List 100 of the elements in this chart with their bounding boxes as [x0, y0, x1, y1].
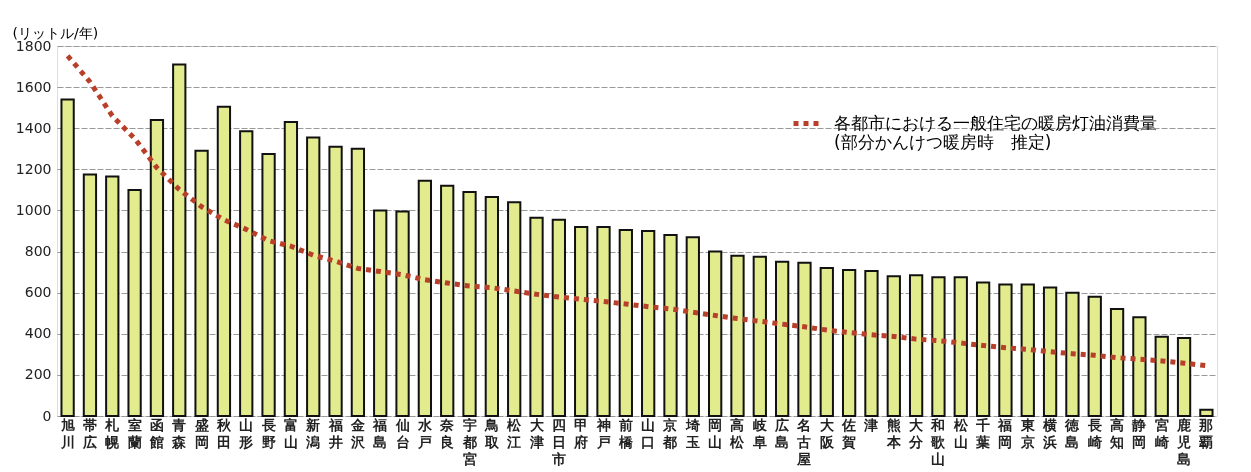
bar	[60, 98, 75, 417]
x-tick-label: 大分	[908, 416, 925, 450]
x-tick-label: 津	[863, 416, 879, 433]
bar	[529, 216, 544, 417]
bar	[775, 260, 790, 417]
x-tick-label: 宇都宮	[461, 416, 477, 467]
bar	[797, 261, 812, 417]
x-tick-label: 埼玉	[684, 416, 700, 450]
bar	[1132, 316, 1147, 417]
bar	[1042, 286, 1058, 417]
bar	[1020, 283, 1035, 417]
x-tick-label: 山口	[641, 416, 656, 450]
bar	[618, 228, 633, 417]
x-tick-label: 札幌	[104, 416, 121, 450]
x-tick-label: 大阪	[819, 416, 835, 450]
bar	[462, 190, 477, 417]
x-tick-label: 鹿児島	[1176, 416, 1192, 467]
bar	[708, 250, 723, 417]
bar	[841, 269, 857, 417]
bar	[417, 179, 433, 417]
bar	[663, 234, 678, 417]
bar	[507, 201, 522, 417]
y-tick-label: 1200	[15, 160, 52, 177]
bar	[440, 184, 455, 417]
x-tick-label: 岡山	[708, 416, 723, 450]
x-tick-label: 長崎	[1086, 416, 1102, 450]
bar	[484, 196, 499, 417]
x-tick-label: 福井	[327, 416, 343, 450]
bar	[641, 230, 656, 417]
y-axis-title: (リットル/年)	[12, 24, 99, 41]
x-tick-label: 松江	[506, 416, 523, 450]
bar	[283, 121, 299, 417]
bar	[752, 255, 767, 417]
x-tick-label: 長野	[260, 416, 276, 450]
x-tick-label: 前橋	[617, 416, 634, 450]
bar	[350, 147, 366, 417]
bar	[819, 267, 834, 417]
x-tick-label: 大津	[528, 416, 545, 450]
bar	[105, 175, 120, 417]
x-tick-label: 鳥取	[483, 416, 500, 450]
bar	[82, 173, 98, 417]
y-tick-label: 800	[24, 243, 52, 260]
x-tick-label: 東京	[1019, 416, 1036, 450]
bar	[931, 276, 946, 417]
bar	[373, 209, 388, 417]
x-tick-label: 旭川	[59, 416, 75, 450]
x-tick-label: 盛岡	[193, 416, 209, 450]
y-tick-label: 200	[24, 366, 52, 383]
y-tick-label: 400	[24, 325, 52, 342]
bar	[1176, 336, 1192, 417]
legend-label: 各都市における一般住宅の暖房灯油消費量 (部分かんけつ暖房時 推定)	[834, 112, 1157, 152]
x-tick-label: 名古屋	[796, 416, 812, 467]
x-tick-label: 福島	[372, 416, 388, 450]
bar	[908, 274, 924, 417]
bar	[574, 225, 589, 417]
bar	[730, 254, 745, 417]
bar	[194, 149, 209, 417]
x-tick-label: 函館	[148, 416, 164, 450]
bar	[685, 236, 700, 417]
bar	[975, 281, 991, 417]
bar	[149, 119, 165, 417]
bar	[216, 105, 232, 417]
x-tick-label: 宮崎	[1154, 416, 1169, 450]
x-tick-label: 岐阜	[751, 416, 768, 450]
bar	[551, 218, 566, 417]
bar	[1065, 291, 1080, 417]
x-tick-label: 金沢	[349, 416, 366, 450]
bar	[1154, 335, 1169, 417]
x-tick-label: 仙台	[394, 416, 410, 450]
x-tick-label: 富山	[283, 416, 298, 450]
x-tick-label: 新潟	[305, 416, 321, 450]
x-tick-label: 秋田	[215, 416, 232, 450]
y-tick-label: 1000	[15, 201, 52, 218]
bar	[998, 283, 1013, 417]
x-tick-label: 横浜	[1042, 416, 1058, 450]
x-tick-label: 徳島	[1064, 416, 1081, 450]
y-tick-label: 1600	[15, 78, 52, 95]
bar	[953, 276, 968, 417]
x-tick-label: 千葉	[975, 416, 991, 450]
x-tick-label: 熊本	[885, 416, 902, 450]
bar	[127, 188, 142, 417]
x-tick-label: 山形	[238, 416, 254, 450]
y-tick-label: 1400	[15, 119, 52, 136]
x-tick-label: 広島	[774, 416, 790, 450]
x-tick-label: 京都	[662, 416, 678, 450]
x-tick-label: 室蘭	[126, 416, 142, 450]
x-tick-label: 松山	[952, 416, 969, 450]
bar	[395, 210, 410, 417]
bar	[864, 270, 879, 417]
bar	[1199, 408, 1214, 417]
x-tick-label: 高知	[1109, 416, 1125, 450]
x-tick-label: 佐賀	[841, 416, 857, 450]
x-tick-label: 四日市	[550, 416, 566, 467]
x-tick-label: 帯広	[81, 416, 97, 450]
x-tick-label: 静岡	[1131, 416, 1147, 450]
x-tick-label: 那覇	[1198, 416, 1214, 450]
x-tick-label: 高松	[729, 416, 746, 450]
x-tick-label: 神戸	[595, 416, 611, 450]
bar	[1109, 308, 1125, 417]
bar	[172, 63, 187, 417]
